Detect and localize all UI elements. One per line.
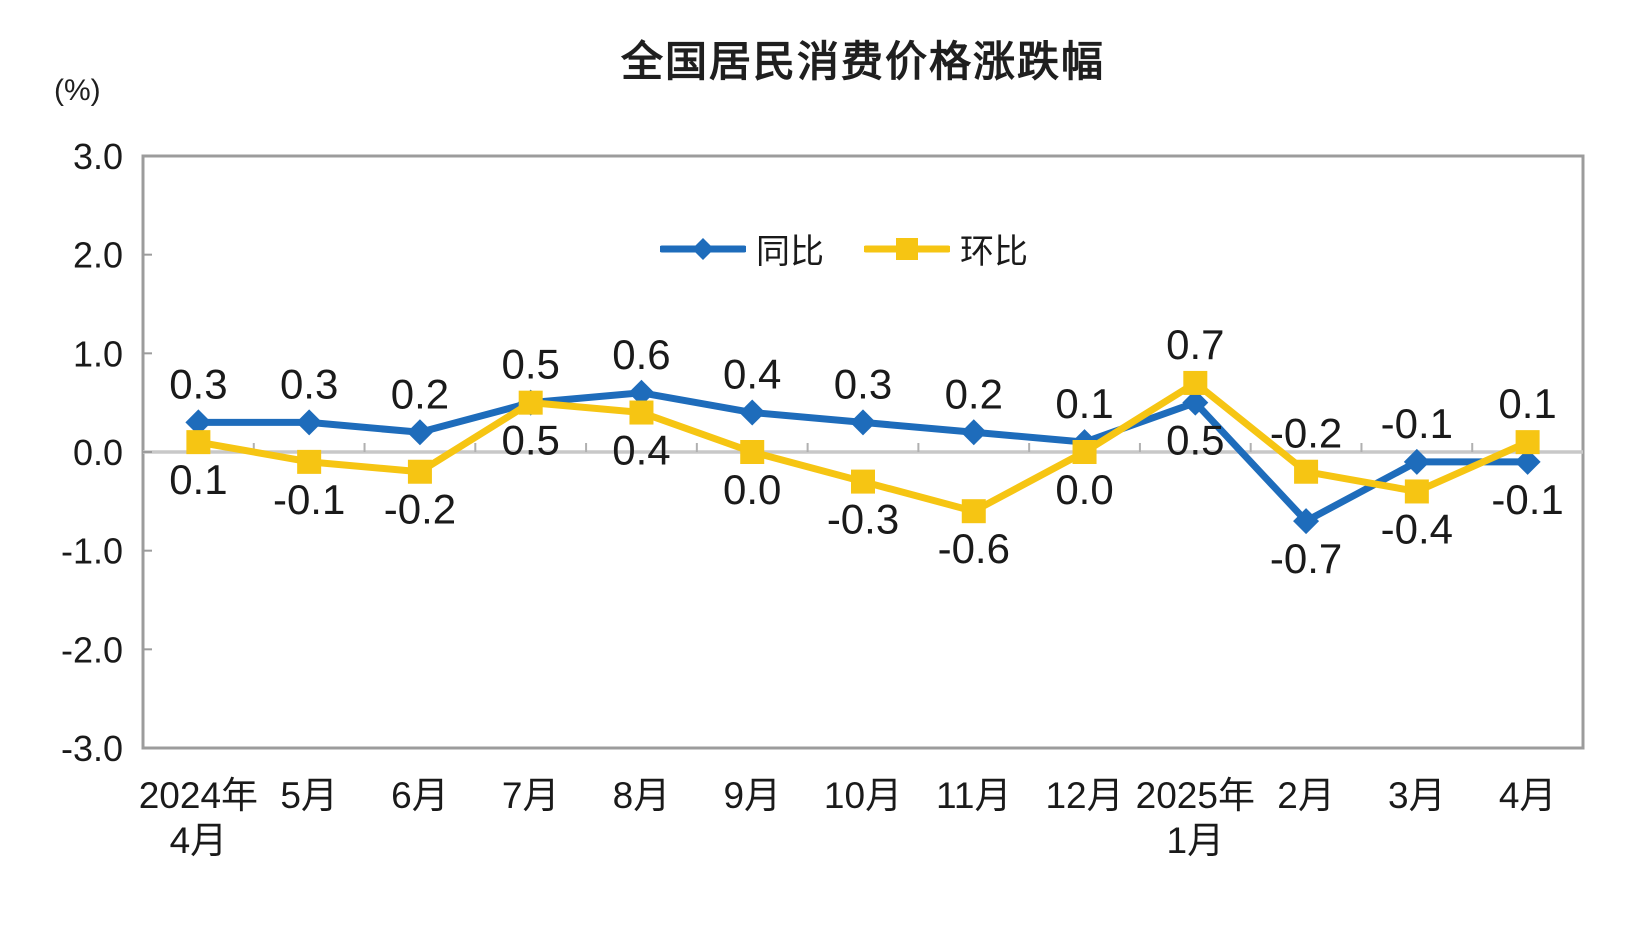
- x-tick-label: 2025年: [1136, 775, 1255, 816]
- square-marker: [961, 499, 986, 524]
- square-marker: [629, 400, 654, 425]
- data-label: 0.1: [1055, 380, 1113, 427]
- legend-item-yoy: 同比: [660, 224, 824, 273]
- y-tick-label: -3.0: [61, 728, 123, 769]
- diamond-marker: [296, 409, 323, 436]
- data-label: 0.4: [723, 351, 781, 398]
- data-label: 0.6: [612, 331, 670, 378]
- diamond-marker: [628, 379, 655, 406]
- x-tick-label: 1月: [1167, 820, 1225, 861]
- x-tick-label: 7月: [502, 775, 560, 816]
- mom-line-sample-icon: [864, 237, 950, 260]
- data-label: 0.2: [945, 370, 1003, 417]
- data-label: -0.2: [384, 486, 456, 533]
- x-tick-label: 6月: [391, 775, 449, 816]
- data-label: -0.1: [1381, 400, 1453, 447]
- data-label: 0.3: [280, 360, 338, 407]
- square-marker: [740, 440, 765, 464]
- diamond-marker: [960, 419, 987, 446]
- x-tick-label: 9月: [723, 775, 781, 816]
- data-label: 0.0: [1055, 466, 1113, 513]
- y-tick-label: 2.0: [73, 235, 123, 276]
- square-marker: [407, 459, 432, 484]
- data-label: -0.4: [1381, 505, 1453, 552]
- legend-item-mom: 环比: [864, 224, 1028, 273]
- data-label: 0.5: [501, 417, 559, 464]
- y-axis-unit-label: (%): [54, 74, 101, 107]
- square-marker: [1294, 459, 1319, 484]
- data-label: -0.1: [273, 476, 345, 523]
- x-tick-label: 2024年: [139, 775, 258, 816]
- legend-label-mom: 环比: [960, 233, 1028, 271]
- data-label: 0.3: [834, 360, 892, 407]
- square-marker: [1404, 479, 1429, 504]
- x-tick-label: 4月: [170, 820, 228, 861]
- diamond-marker: [739, 399, 766, 426]
- data-label: 0.7: [1166, 321, 1224, 368]
- diamond-marker: [1403, 448, 1430, 475]
- yoy-line-sample-icon: [660, 237, 746, 260]
- square-marker: [851, 469, 875, 494]
- legend-diamond-marker: [692, 237, 714, 260]
- x-tick-label: 11月: [936, 775, 1011, 816]
- square-marker: [1072, 440, 1097, 464]
- data-label: 0.5: [501, 341, 559, 388]
- y-tick-label: 0.0: [73, 432, 123, 473]
- data-label: 0.4: [612, 427, 670, 474]
- square-marker: [1183, 370, 1208, 395]
- data-label: 0.2: [391, 370, 449, 417]
- data-label: -0.1: [1491, 476, 1563, 523]
- x-tick-label: 8月: [613, 775, 671, 816]
- x-tick-label: 3月: [1388, 775, 1446, 816]
- square-marker: [518, 390, 543, 415]
- square-marker: [186, 430, 211, 455]
- legend-square-marker: [896, 237, 918, 260]
- y-tick-label: 1.0: [73, 333, 123, 374]
- square-marker: [1515, 430, 1540, 455]
- data-label: 0.0: [723, 466, 781, 513]
- y-tick-label: -2.0: [61, 629, 123, 670]
- diamond-marker: [185, 409, 212, 436]
- data-label: 0.1: [169, 456, 227, 503]
- data-label: 0.3: [169, 360, 227, 407]
- square-marker: [297, 449, 322, 474]
- data-label: -0.3: [827, 496, 899, 543]
- data-label: 0.1: [1498, 380, 1556, 427]
- x-tick-label: 10月: [824, 775, 902, 816]
- data-label: -0.6: [938, 525, 1010, 572]
- data-label: -0.7: [1270, 535, 1342, 582]
- chart-title: 全国居民消费价格涨跌幅: [620, 38, 1105, 85]
- diamond-marker: [1182, 389, 1209, 416]
- x-tick-label: 12月: [1045, 775, 1123, 816]
- legend: 同比 环比: [660, 224, 1028, 273]
- legend-label-yoy: 同比: [756, 233, 824, 271]
- x-tick-label: 2月: [1277, 775, 1335, 816]
- y-tick-label: 3.0: [73, 136, 123, 177]
- y-tick-label: -1.0: [61, 531, 123, 572]
- x-tick-label: 4月: [1499, 775, 1557, 816]
- diamond-marker: [1293, 508, 1320, 535]
- data-label: -0.2: [1270, 410, 1342, 457]
- diamond-marker: [850, 409, 876, 436]
- data-label: 0.5: [1166, 417, 1224, 464]
- x-tick-label: 5月: [280, 775, 338, 816]
- diamond-marker: [1514, 448, 1541, 475]
- diamond-marker: [406, 419, 433, 446]
